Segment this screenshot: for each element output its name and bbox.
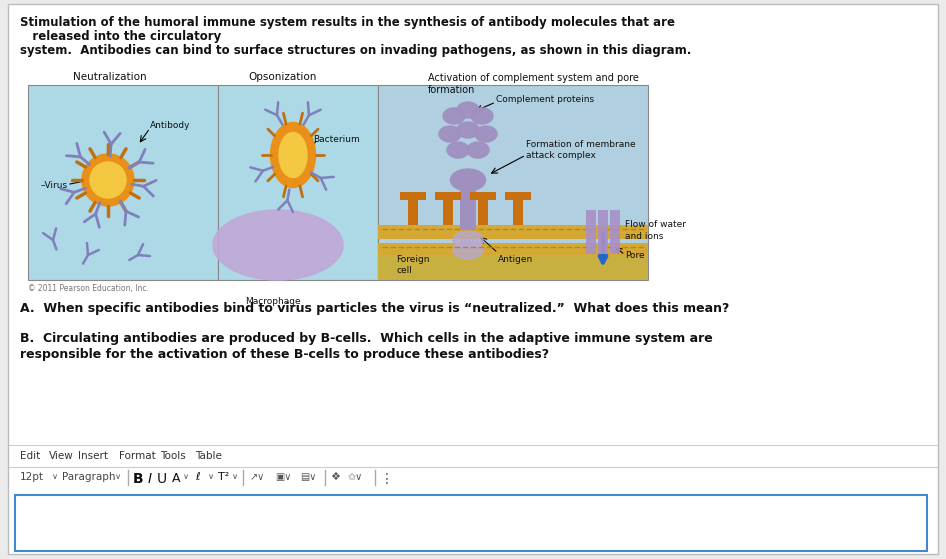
Bar (598, 210, 608, 254)
Text: I: I (148, 472, 152, 486)
Bar (378, 243, 648, 255)
Text: A.  When specific antibodies bind to virus particles the virus is “neutralized.”: A. When specific antibodies bind to viru… (20, 302, 729, 315)
Text: Format: Format (119, 451, 156, 461)
Ellipse shape (475, 126, 497, 142)
Bar (218, 85, 378, 280)
Text: Table: Table (195, 451, 222, 461)
Text: Formation of membrane
attack complex: Formation of membrane attack complex (526, 140, 636, 160)
Bar (378, 225, 648, 239)
Text: Opsonization: Opsonization (248, 72, 316, 82)
Text: ℓ: ℓ (195, 472, 200, 482)
Bar (470, 192, 496, 200)
Text: B.  Circulating antibodies are produced by B-cells.  Which cells in the adaptive: B. Circulating antibodies are produced b… (20, 332, 712, 345)
Text: ∨: ∨ (232, 472, 238, 481)
Bar (400, 192, 426, 200)
Text: Macrophage: Macrophage (245, 297, 301, 306)
Text: Flow of water
and ions: Flow of water and ions (625, 220, 686, 241)
Ellipse shape (279, 132, 307, 178)
Bar (443, 197, 453, 225)
Text: responsible for the activation of these B-cells to produce these antibodies?: responsible for the activation of these … (20, 348, 549, 361)
Bar (378, 255, 648, 280)
Ellipse shape (467, 142, 489, 158)
Ellipse shape (453, 241, 483, 259)
Ellipse shape (453, 231, 483, 249)
Text: ▤∨: ▤∨ (300, 472, 316, 482)
Text: Neutralization: Neutralization (73, 72, 147, 82)
Bar (586, 210, 596, 254)
Bar (460, 180, 476, 230)
Bar (610, 210, 620, 254)
Text: Pore: Pore (625, 250, 644, 259)
Text: system.  Antibodies can bind to surface structures on invading pathogens, as sho: system. Antibodies can bind to surface s… (20, 44, 692, 57)
Ellipse shape (471, 108, 493, 124)
Text: T²: T² (218, 472, 229, 482)
Text: U: U (157, 472, 167, 486)
Text: released into the circulatory: released into the circulatory (20, 30, 221, 43)
Text: A: A (172, 472, 181, 485)
Text: Insert: Insert (79, 451, 109, 461)
Text: –Virus: –Virus (41, 181, 68, 190)
Text: ∨: ∨ (52, 472, 58, 481)
Text: ✩∨: ✩∨ (348, 472, 363, 482)
Bar (408, 197, 418, 225)
Bar (435, 192, 461, 200)
Ellipse shape (450, 169, 485, 191)
Text: B: B (133, 472, 144, 486)
Text: ∨: ∨ (115, 472, 121, 481)
Text: ▣∨: ▣∨ (275, 472, 291, 482)
Bar (513, 197, 523, 225)
Bar (28, 85, 218, 280)
Text: 12pt: 12pt (20, 472, 44, 482)
Bar (478, 197, 488, 225)
Ellipse shape (457, 122, 479, 138)
Text: ⋮: ⋮ (380, 472, 394, 486)
Text: Foreign
cell: Foreign cell (396, 255, 429, 275)
Text: Antigen: Antigen (498, 255, 534, 264)
Text: Tools: Tools (160, 451, 185, 461)
Text: ∨: ∨ (208, 472, 214, 481)
Ellipse shape (213, 210, 343, 280)
Ellipse shape (447, 142, 469, 158)
Circle shape (90, 162, 126, 198)
Text: View: View (49, 451, 74, 461)
Text: ↗∨: ↗∨ (250, 472, 265, 482)
Text: Bacterium: Bacterium (313, 135, 359, 144)
Text: ∨: ∨ (183, 472, 189, 481)
Text: ❖: ❖ (330, 472, 340, 482)
Ellipse shape (443, 108, 465, 124)
Text: Antibody: Antibody (150, 121, 190, 130)
Bar (378, 85, 648, 280)
Text: Complement proteins: Complement proteins (496, 96, 594, 105)
Text: Activation of complement system and pore
formation: Activation of complement system and pore… (428, 73, 639, 96)
Text: Paragraph: Paragraph (62, 472, 115, 482)
Text: Stimulation of the humoral immune system results in the synthesis of antibody mo: Stimulation of the humoral immune system… (20, 16, 675, 29)
Bar (15, 495, 927, 551)
Text: © 2011 Pearson Education, Inc.: © 2011 Pearson Education, Inc. (28, 284, 149, 293)
Bar (505, 192, 531, 200)
Ellipse shape (271, 122, 316, 187)
Ellipse shape (457, 102, 479, 118)
Text: Edit: Edit (20, 451, 41, 461)
Ellipse shape (439, 126, 461, 142)
Circle shape (82, 154, 134, 206)
